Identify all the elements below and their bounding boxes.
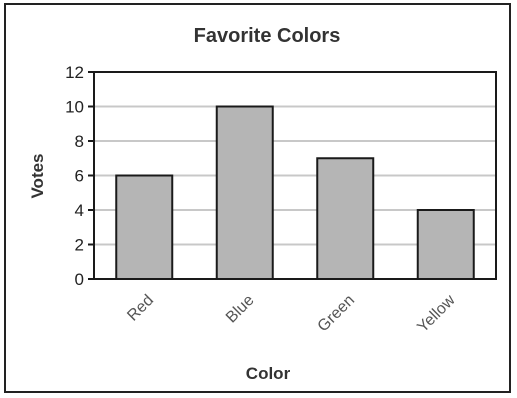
plot-border <box>93 71 497 280</box>
y-tick-label: 12 <box>65 63 84 82</box>
x-category-labels: Red Blue Green Yellow <box>124 291 459 336</box>
y-tick-label: 8 <box>75 132 84 151</box>
x-category-label: Yellow <box>414 291 459 336</box>
y-tick-label: 6 <box>75 167 84 186</box>
bar-green <box>316 157 375 280</box>
chart-title: Favorite Colors <box>194 25 341 47</box>
x-axis-label: Color <box>246 364 291 383</box>
y-tick-label: 0 <box>75 270 84 289</box>
y-tick-label: 2 <box>75 236 84 255</box>
y-tick-label: 4 <box>75 201 84 220</box>
bars <box>115 105 475 280</box>
x-category-label: Red <box>124 292 157 325</box>
bar-yellow <box>416 209 475 280</box>
axes <box>88 71 497 280</box>
y-tick-labels: 0 2 4 6 8 10 12 <box>65 63 84 289</box>
y-tick-label: 10 <box>65 98 84 117</box>
y-axis-label: Votes <box>28 153 47 198</box>
x-category-label: Green <box>315 292 358 335</box>
bar-blue <box>215 105 274 280</box>
bar-red <box>115 174 174 280</box>
x-category-label: Blue <box>223 292 258 327</box>
